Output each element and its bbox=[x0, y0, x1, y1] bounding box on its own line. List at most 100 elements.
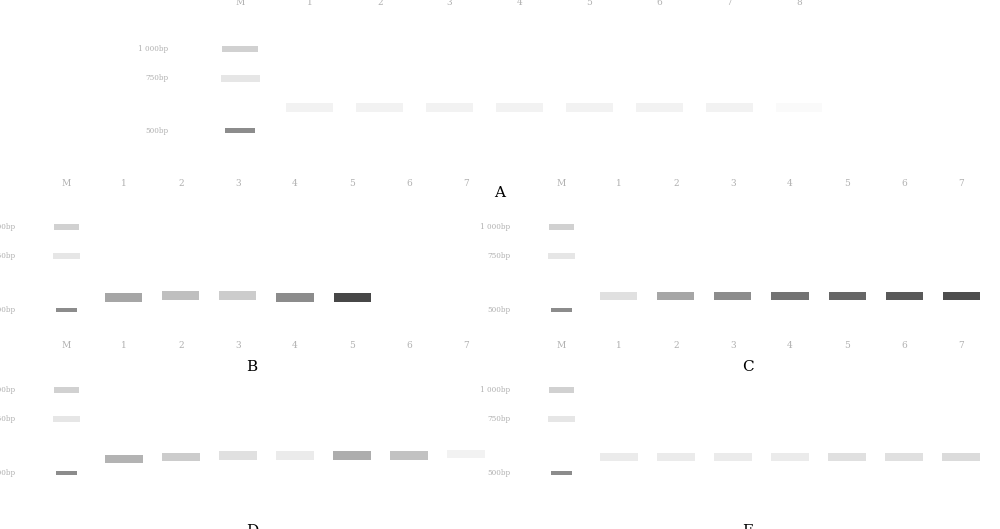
Bar bbox=[54, 387, 79, 394]
Bar bbox=[706, 103, 753, 112]
Text: 1: 1 bbox=[121, 341, 127, 351]
Text: 5: 5 bbox=[586, 0, 592, 7]
Text: 2: 2 bbox=[178, 178, 184, 188]
Text: 6: 6 bbox=[901, 178, 907, 188]
Bar bbox=[333, 451, 371, 460]
Text: 4: 4 bbox=[787, 178, 793, 188]
Bar bbox=[334, 293, 371, 302]
Text: 2: 2 bbox=[673, 341, 679, 351]
Text: 2: 2 bbox=[673, 178, 679, 188]
Text: 1: 1 bbox=[616, 178, 622, 188]
Text: 6: 6 bbox=[656, 0, 662, 7]
Text: M: M bbox=[235, 0, 245, 7]
Text: 750bp: 750bp bbox=[0, 252, 15, 260]
Text: 1 000bp: 1 000bp bbox=[0, 223, 15, 232]
Text: M: M bbox=[62, 341, 71, 351]
Text: 6: 6 bbox=[406, 341, 412, 351]
Text: 2: 2 bbox=[178, 341, 184, 351]
Text: 3: 3 bbox=[235, 341, 241, 351]
Text: 750bp: 750bp bbox=[145, 74, 168, 82]
Text: 7: 7 bbox=[959, 341, 964, 351]
Bar bbox=[356, 103, 403, 112]
Text: 500bp: 500bp bbox=[487, 469, 510, 477]
Bar bbox=[771, 291, 809, 299]
Text: 1: 1 bbox=[121, 178, 127, 188]
Bar bbox=[636, 103, 683, 112]
Bar bbox=[53, 253, 80, 259]
Text: 3: 3 bbox=[447, 0, 452, 7]
Text: 4: 4 bbox=[292, 341, 298, 351]
Text: 750bp: 750bp bbox=[487, 415, 510, 423]
Text: 500bp: 500bp bbox=[0, 306, 15, 314]
Bar bbox=[549, 387, 574, 394]
Bar bbox=[220, 75, 260, 81]
Bar bbox=[829, 291, 866, 299]
Text: 7: 7 bbox=[959, 178, 964, 188]
Bar bbox=[54, 224, 79, 231]
Bar bbox=[714, 291, 751, 299]
Bar bbox=[776, 103, 822, 112]
Text: 7: 7 bbox=[464, 178, 469, 188]
Text: 4: 4 bbox=[787, 341, 793, 351]
Bar bbox=[548, 416, 575, 422]
Bar bbox=[943, 291, 980, 299]
Bar bbox=[276, 451, 314, 460]
Bar bbox=[714, 453, 752, 461]
Bar bbox=[105, 293, 142, 302]
Text: M: M bbox=[557, 178, 566, 188]
Text: 500bp: 500bp bbox=[145, 126, 168, 135]
Bar bbox=[225, 128, 255, 133]
Bar bbox=[496, 103, 543, 112]
Text: 4: 4 bbox=[292, 178, 298, 188]
Text: 3: 3 bbox=[730, 341, 736, 351]
Bar bbox=[219, 291, 256, 300]
Text: 1 000bp: 1 000bp bbox=[0, 386, 15, 395]
Text: 6: 6 bbox=[901, 341, 907, 351]
Bar bbox=[162, 291, 199, 300]
Text: 1 000bp: 1 000bp bbox=[138, 44, 168, 53]
Bar bbox=[600, 291, 637, 299]
Bar bbox=[56, 307, 77, 312]
Text: D: D bbox=[246, 524, 258, 529]
Text: 5: 5 bbox=[844, 341, 850, 351]
Bar bbox=[219, 451, 257, 460]
Text: 750bp: 750bp bbox=[0, 415, 15, 423]
Bar bbox=[657, 291, 694, 299]
Text: 7: 7 bbox=[726, 0, 732, 7]
Bar bbox=[56, 471, 77, 475]
Text: 1 000bp: 1 000bp bbox=[480, 386, 510, 395]
Text: 2: 2 bbox=[377, 0, 383, 7]
Bar bbox=[771, 453, 809, 461]
Bar bbox=[162, 453, 200, 461]
Text: M: M bbox=[557, 341, 566, 351]
Bar bbox=[551, 471, 572, 475]
Text: A: A bbox=[494, 186, 506, 200]
Bar bbox=[222, 45, 258, 52]
Bar bbox=[276, 293, 314, 302]
Text: 1: 1 bbox=[307, 0, 313, 7]
Bar bbox=[942, 453, 980, 461]
Bar bbox=[828, 453, 866, 461]
Text: 500bp: 500bp bbox=[487, 306, 510, 314]
Text: 750bp: 750bp bbox=[487, 252, 510, 260]
Text: 500bp: 500bp bbox=[0, 469, 15, 477]
Text: 8: 8 bbox=[796, 0, 802, 7]
Text: 3: 3 bbox=[730, 178, 736, 188]
Text: 4: 4 bbox=[517, 0, 522, 7]
Text: C: C bbox=[742, 360, 754, 373]
Text: M: M bbox=[62, 178, 71, 188]
Bar bbox=[447, 450, 485, 458]
Text: B: B bbox=[246, 360, 258, 373]
Bar bbox=[657, 453, 695, 461]
Text: 5: 5 bbox=[844, 178, 850, 188]
Text: 1 000bp: 1 000bp bbox=[480, 223, 510, 232]
Bar bbox=[551, 307, 572, 312]
Bar bbox=[105, 454, 143, 463]
Text: 5: 5 bbox=[349, 178, 355, 188]
Text: 5: 5 bbox=[349, 341, 355, 351]
Bar bbox=[53, 416, 80, 422]
Bar bbox=[600, 453, 638, 461]
Text: 7: 7 bbox=[464, 341, 469, 351]
Text: 6: 6 bbox=[406, 178, 412, 188]
Text: 3: 3 bbox=[235, 178, 241, 188]
